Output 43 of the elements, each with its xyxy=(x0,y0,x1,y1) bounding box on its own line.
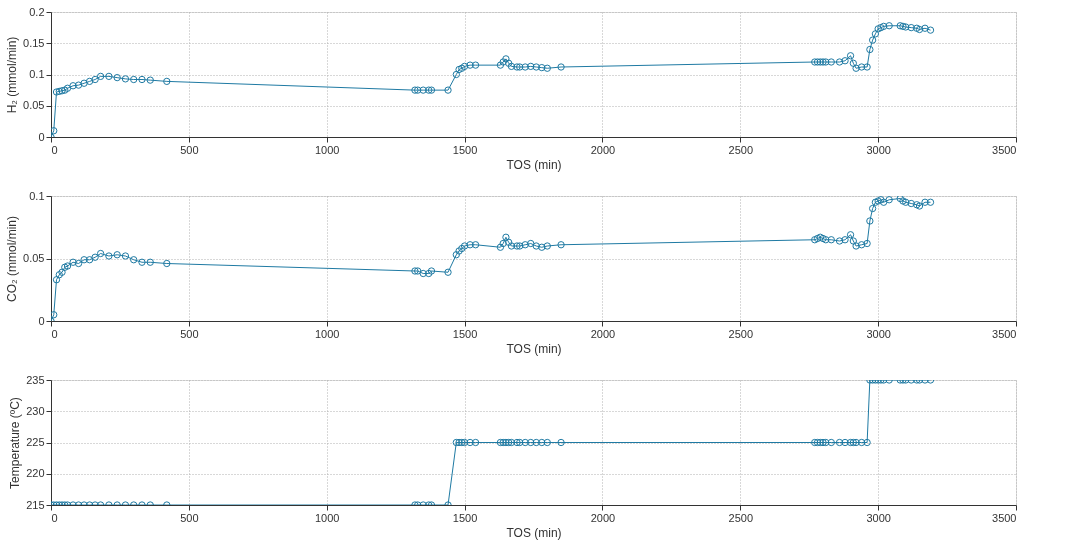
x-tick-label: 1000 xyxy=(314,327,340,340)
x-tick-label: 3500 xyxy=(992,143,1017,156)
y-tick-label: 235 xyxy=(26,373,45,386)
x-tick-label: 0 xyxy=(51,327,58,340)
y-tick-label: 230 xyxy=(26,404,45,417)
x-axis-title: TOS (min) xyxy=(506,157,562,172)
x-tick-label: 2500 xyxy=(728,327,754,340)
y-tick-label: 0.05 xyxy=(23,99,45,112)
x-tick-label: 1500 xyxy=(452,327,478,340)
x-axis-title: TOS (min) xyxy=(506,525,562,540)
x-tick-label: 1000 xyxy=(314,143,340,156)
y-axis-title: Temperature (ºC) xyxy=(8,397,23,489)
x-tick-label: 1500 xyxy=(452,143,478,156)
y-tick-label: 0.15 xyxy=(23,36,45,49)
y-tick-label: 0.05 xyxy=(23,252,45,264)
y-tick-label: 225 xyxy=(26,436,45,448)
x-tick-label: 500 xyxy=(180,143,199,156)
y-tick-label: 220 xyxy=(26,467,45,480)
x-tick-label: 3500 xyxy=(992,327,1017,340)
x-tick-label: 1500 xyxy=(452,511,478,524)
x-tick-label: 3000 xyxy=(866,511,891,524)
x-tick-label: 2500 xyxy=(728,143,754,156)
y-tick-label: 0 xyxy=(38,130,45,143)
x-tick-label: 2000 xyxy=(590,327,616,340)
x-tick-label: 0 xyxy=(51,143,58,156)
x-tick-label: 1000 xyxy=(314,511,340,524)
y-axis-title: H₂ (mmol/min) xyxy=(5,36,20,114)
x-axis-title: TOS (min) xyxy=(506,341,562,356)
x-tick-label: 3500 xyxy=(992,511,1017,524)
x-tick-label: 3000 xyxy=(866,143,891,156)
y-tick-label: 0.1 xyxy=(29,189,45,202)
x-tick-label: 0 xyxy=(51,511,58,524)
y-tick-label: 0.2 xyxy=(29,5,45,18)
x-tick-label: 500 xyxy=(180,511,199,524)
y-axis-title: CO₂ (mmol/min) xyxy=(5,216,20,302)
x-tick-label: 2000 xyxy=(590,143,616,156)
x-tick-label: 3000 xyxy=(866,327,891,340)
x-tick-label: 2000 xyxy=(590,511,616,524)
x-tick-label: 500 xyxy=(180,327,199,340)
y-tick-label: 0.1 xyxy=(29,68,45,80)
y-tick-label: 215 xyxy=(26,498,45,511)
y-tick-label: 0 xyxy=(38,314,45,327)
x-tick-label: 2500 xyxy=(728,511,754,524)
